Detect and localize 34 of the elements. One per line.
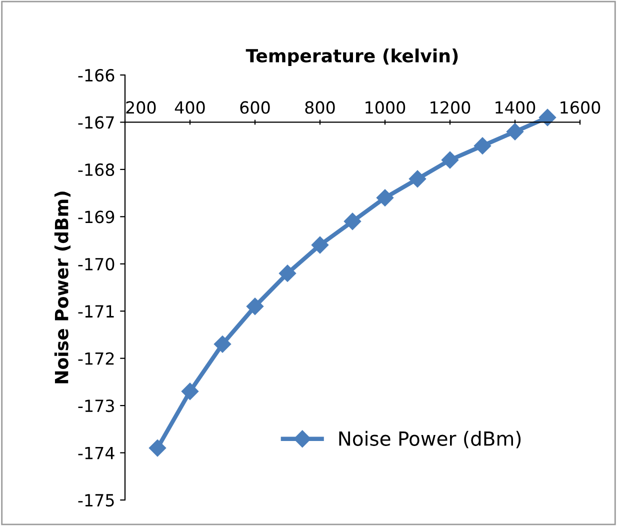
- x-tick-label: 400: [174, 101, 205, 114]
- y-tick-label: -171: [78, 305, 114, 318]
- point: [214, 336, 232, 353]
- y-tick-label: -166: [78, 68, 114, 82]
- legend-label: Noise Power (dBm): [339, 430, 521, 448]
- point: [311, 236, 329, 254]
- x-tick-label: 800: [305, 101, 335, 114]
- point: [246, 298, 264, 315]
- y-tick-label: -172: [78, 352, 114, 365]
- point: [376, 189, 394, 206]
- y-tick-label: -175: [78, 494, 114, 507]
- x-tick-label: 1000: [366, 101, 406, 114]
- y-tick-label: -169: [78, 210, 114, 224]
- y-tick-label: -174: [78, 446, 114, 460]
- point: [441, 151, 459, 169]
- point: [506, 123, 524, 140]
- x-axis-title: Temperature (kelvin): [246, 48, 458, 66]
- x-tick-label: 1200: [430, 101, 470, 114]
- point: [148, 440, 166, 457]
- x-tick-label: 600: [240, 101, 270, 114]
- x-tick-label: 200: [126, 101, 156, 114]
- y-axis-title: Noise Power (dBm): [54, 192, 71, 384]
- point: [344, 212, 362, 230]
- point: [538, 108, 556, 126]
- point: [474, 137, 492, 154]
- y-tick-label: -168: [78, 163, 114, 176]
- point: [181, 382, 199, 400]
- x-tick-label: 1400: [496, 101, 536, 114]
- y-tick-label: -173: [78, 400, 114, 412]
- y-tick-label: -170: [78, 258, 114, 270]
- x-tick-label: 1600: [560, 101, 600, 114]
- point: [408, 170, 426, 188]
- point: [278, 264, 296, 282]
- y-tick-label: -167: [78, 116, 114, 129]
